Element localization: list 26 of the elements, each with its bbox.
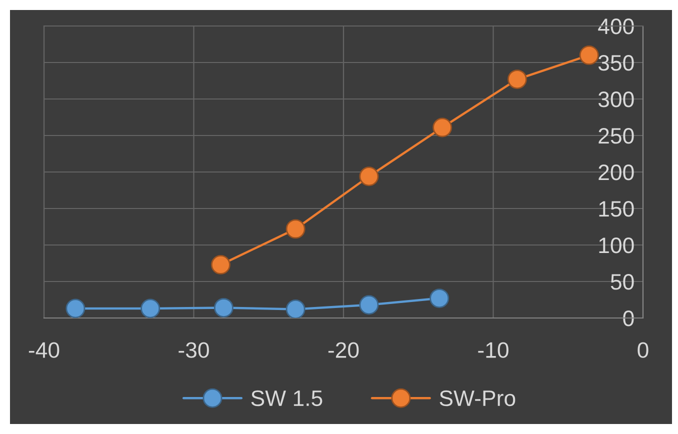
x-tick-label: 0 [638,342,648,358]
point [214,298,234,318]
point [359,166,379,186]
point [286,219,306,239]
point [579,45,599,65]
x-tick-label: -20 [328,342,359,358]
x-tick-label: -30 [178,342,209,358]
x-tick-label: -40 [28,342,60,358]
point [432,118,452,138]
point [140,298,160,318]
point [507,70,527,90]
point [359,295,379,315]
point [430,288,450,308]
point [66,298,86,318]
point [210,254,230,274]
y-tick-label: 200 [598,164,634,180]
y-tick-label: 350 [598,55,634,71]
y-tick-label: 50 [610,274,634,290]
y-tick-label: 100 [599,238,634,254]
y-tick-label: 300 [598,92,634,108]
point [286,300,306,318]
legend-label: SW 1.5 [251,390,322,406]
y-tick-label: 150 [599,201,634,217]
y-tick-label: 250 [598,128,634,144]
x-tick-label: -10 [478,342,508,358]
legend-label: SW-Pro [440,390,516,406]
